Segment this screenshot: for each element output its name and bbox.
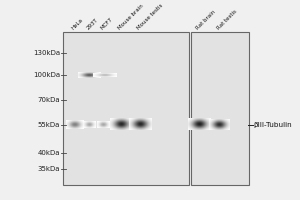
Text: 130kDa: 130kDa: [33, 50, 60, 56]
Text: 55kDa: 55kDa: [38, 122, 60, 128]
Text: βIII-Tubulin: βIII-Tubulin: [254, 122, 292, 128]
Text: 70kDa: 70kDa: [38, 97, 60, 103]
Text: Rat brain: Rat brain: [196, 9, 217, 30]
Text: HeLa: HeLa: [71, 17, 84, 30]
Text: Mouse brain: Mouse brain: [117, 3, 145, 30]
Text: Mouse testis: Mouse testis: [136, 3, 164, 30]
Text: MCF7: MCF7: [100, 16, 114, 30]
Text: Rat testis: Rat testis: [216, 9, 238, 30]
Text: 293T: 293T: [85, 17, 99, 30]
Text: 35kDa: 35kDa: [38, 166, 60, 172]
FancyBboxPatch shape: [63, 32, 189, 185]
FancyBboxPatch shape: [191, 32, 249, 185]
Text: 40kDa: 40kDa: [38, 150, 60, 156]
Text: 100kDa: 100kDa: [33, 72, 60, 78]
